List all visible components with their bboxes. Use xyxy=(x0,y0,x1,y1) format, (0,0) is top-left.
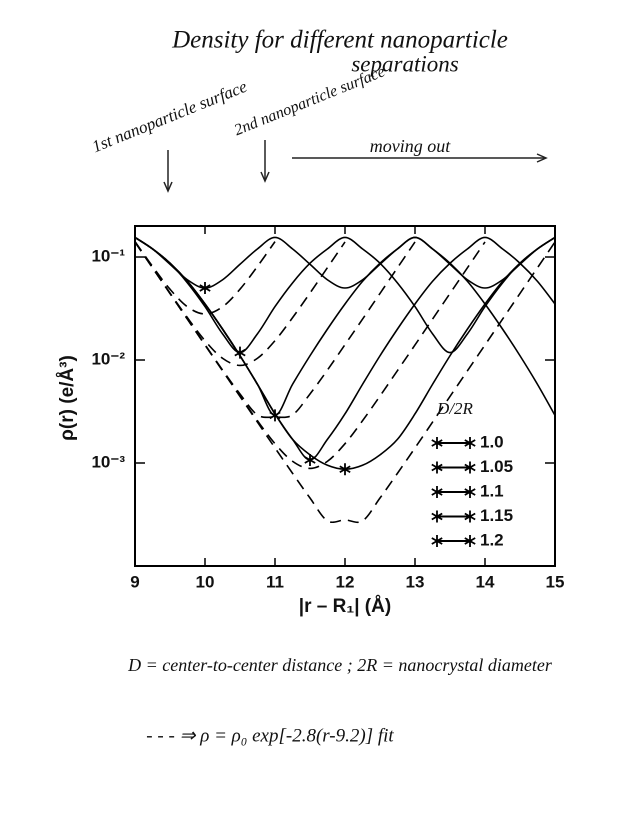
arrowhead xyxy=(260,171,270,183)
legend-marker xyxy=(464,486,476,498)
legend-label: 1.1 xyxy=(480,481,504,500)
fit-line xyxy=(135,241,276,315)
data-marker xyxy=(199,282,211,295)
data-marker xyxy=(304,453,316,466)
legend-marker xyxy=(431,461,443,474)
y-axis-label: ρ(r) (e/Å³) xyxy=(57,355,78,441)
legend-title: D/2R xyxy=(436,399,474,418)
note: - - - ⇒ ρ = ρ₀ exp[-2.8(r-9.2)] fit xyxy=(146,725,394,746)
legend-marker xyxy=(464,437,476,449)
series-line xyxy=(135,236,555,354)
data-marker xyxy=(339,463,351,476)
x-tick-label: 13 xyxy=(406,572,425,591)
legend-marker xyxy=(464,535,476,547)
x-tick-label: 10 xyxy=(196,572,215,591)
legend-marker xyxy=(431,486,443,498)
data-marker xyxy=(234,346,246,359)
y-tick-label: 10⁻³ xyxy=(91,452,125,471)
legend-marker xyxy=(431,437,443,449)
y-tick-label: 10⁻¹ xyxy=(91,246,125,265)
legend-label: 1.2 xyxy=(480,530,504,549)
x-tick-label: 15 xyxy=(546,572,565,591)
arrowhead xyxy=(163,181,173,193)
legend-marker xyxy=(431,535,443,547)
x-tick-label: 11 xyxy=(266,572,284,591)
legend-label: 1.15 xyxy=(480,506,513,525)
x-axis-label: |r – R₁| (Å) xyxy=(299,596,391,617)
legend-label: 1.05 xyxy=(480,457,513,476)
legend-label: 1.0 xyxy=(480,432,504,451)
x-tick-label: 9 xyxy=(130,572,139,591)
x-tick-label: 12 xyxy=(336,572,355,591)
legend-marker xyxy=(431,510,443,523)
x-tick-label: 14 xyxy=(476,572,495,591)
data-marker xyxy=(269,409,281,422)
legend-marker xyxy=(464,461,476,474)
legend-marker xyxy=(464,510,476,523)
note: D = center-to-center distance ; 2R = nan… xyxy=(127,655,553,675)
chart-title: Density for different nanoparticle xyxy=(171,27,508,54)
annotation: moving out xyxy=(370,136,451,156)
arrowhead xyxy=(536,153,548,163)
y-tick-label: 10⁻² xyxy=(91,349,125,368)
chart-subtitle: separations xyxy=(351,51,458,76)
